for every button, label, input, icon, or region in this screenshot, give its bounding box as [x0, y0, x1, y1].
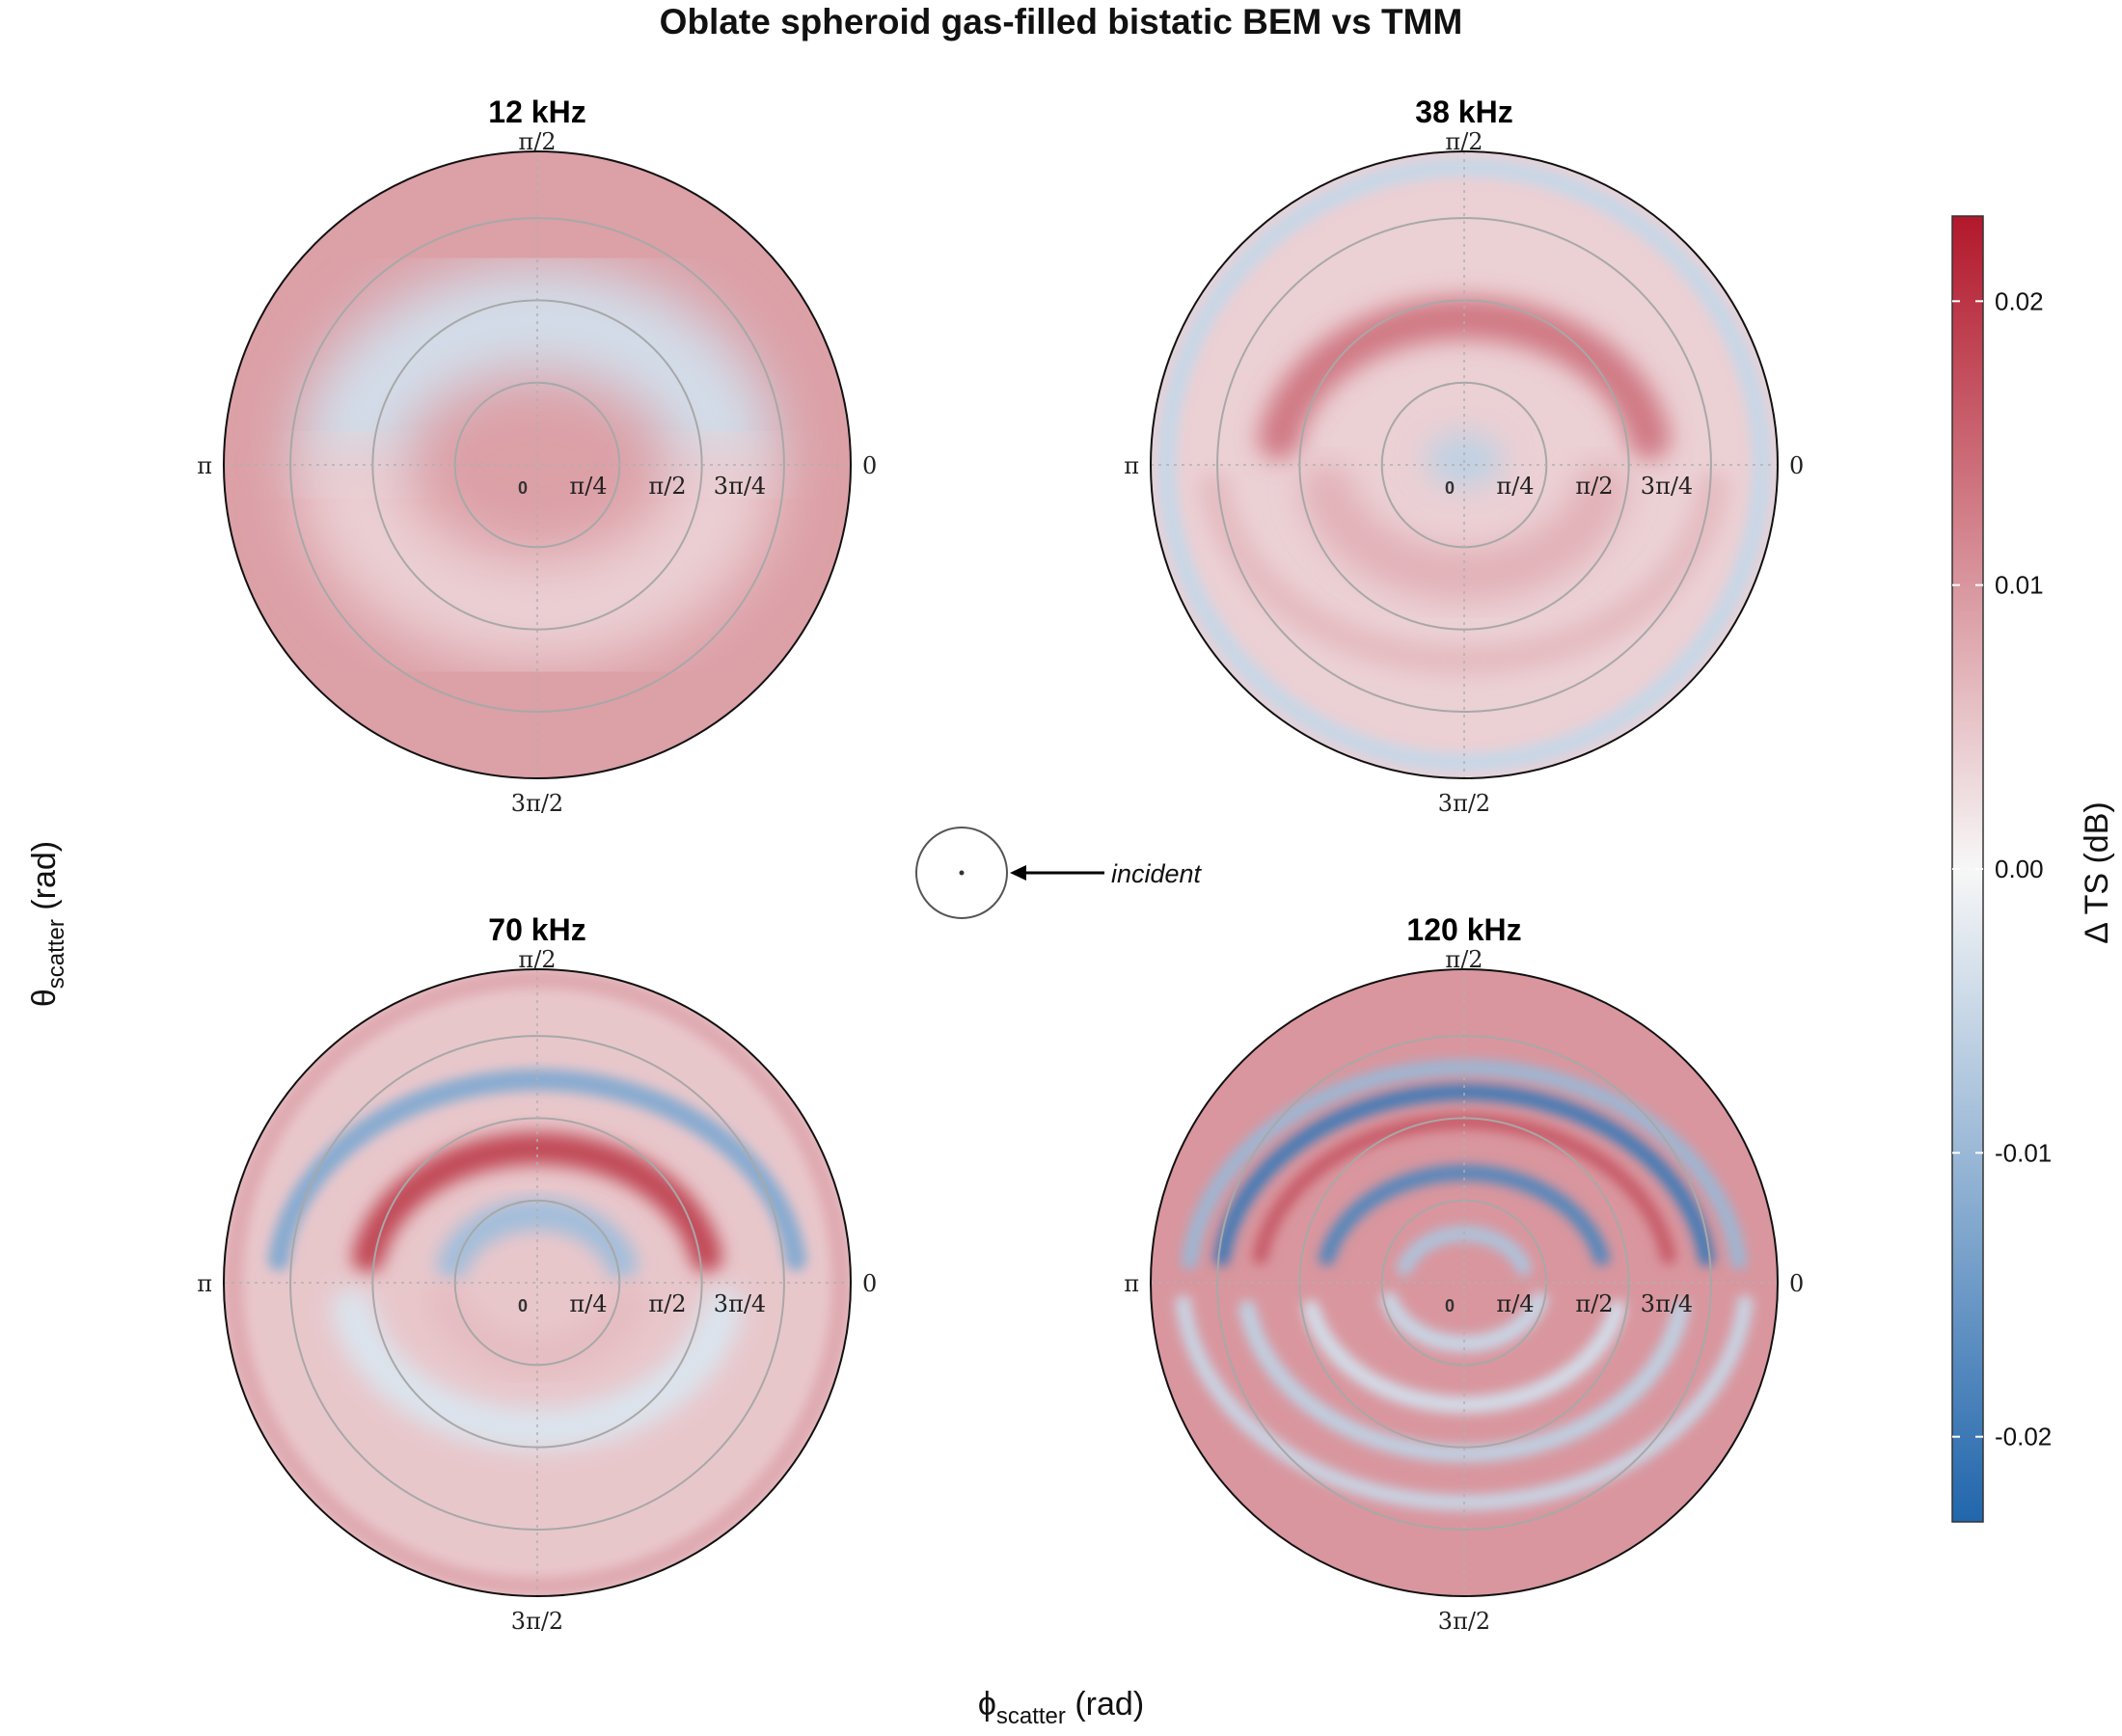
colorbar-tick-label: -0.01 — [1995, 1138, 2052, 1167]
polar-panel: 38 kHz 0 π/2 π 3π/2 0 π/4 π/2 3π/4 — [1124, 95, 1804, 817]
heatmap-band — [1199, 472, 1729, 677]
angular-tick-label: π/2 — [518, 946, 556, 973]
heatmap-band — [331, 1288, 744, 1451]
heatmap-band — [1302, 1299, 1626, 1414]
angular-tick-label: π — [197, 1270, 212, 1297]
heatmap-fill — [224, 151, 851, 778]
radial-gridline — [1216, 217, 1712, 713]
colorbar-tick-label: 0.00 — [1995, 854, 2044, 883]
angular-tick-label: 3π/2 — [1438, 790, 1490, 817]
x-axis-symbol: ϕ — [977, 1686, 996, 1722]
radial-gridline — [289, 217, 785, 713]
heatmap-band — [1238, 1299, 1690, 1463]
colorbar-tick-label: 0.01 — [1995, 571, 2044, 600]
polar-panel: 70 kHz 0 π/2 π 3π/2 0 π/4 π/2 3π/4 — [197, 912, 877, 1635]
angular-tick-label: 0 — [1789, 1270, 1804, 1297]
heatmap-band — [299, 438, 775, 665]
angular-tick-label: π/2 — [1445, 128, 1483, 155]
incident-indicator: incident — [915, 827, 1203, 919]
figure-title: Oblate spheroid gas-filled bistatic BEM … — [659, 2, 1463, 41]
radial-tick-label: 0 — [1445, 1296, 1455, 1316]
polar-panel: 12 kHz 0 π/2 π 3π/2 0 π/4 π/2 3π/4 — [197, 95, 877, 817]
panel-border — [223, 968, 852, 1597]
heatmap-base — [1151, 969, 1778, 1596]
heatmap-band — [1213, 1084, 1715, 1266]
panel-border — [1150, 150, 1779, 779]
radial-tick-label: π/2 — [648, 1290, 686, 1317]
radial-tick-label: π/4 — [1496, 473, 1534, 500]
colorbar-tick-label: 0.02 — [1995, 286, 2044, 315]
panel-title: 12 kHz — [488, 95, 585, 129]
angular-tick-label: π/2 — [1445, 946, 1483, 973]
angular-tick-label: 0 — [862, 1270, 877, 1297]
radial-tick-label: π/2 — [1575, 1290, 1613, 1317]
panel-title: 38 kHz — [1415, 95, 1512, 129]
radial-gridline — [289, 1035, 785, 1531]
radial-tick-label: 3π/4 — [714, 1290, 766, 1317]
radial-gridline — [1216, 1035, 1712, 1531]
radial-tick-label: 3π/4 — [1641, 473, 1693, 500]
polar-panel: 120 kHz 0 π/2 π 3π/2 0 π/4 π/2 3π/4 — [1124, 912, 1804, 1635]
radial-tick-label: π/4 — [569, 1290, 607, 1317]
angular-tick-label: π — [1124, 452, 1139, 479]
angular-tick-label: 0 — [862, 452, 877, 479]
radial-tick-label: π/2 — [648, 473, 686, 500]
radial-tick-label: 0 — [518, 478, 528, 498]
angular-tick-label: 0 — [1789, 452, 1804, 479]
panel-border — [223, 150, 852, 779]
radial-tick-label: 3π/4 — [1641, 1290, 1693, 1317]
incident-dot — [959, 870, 965, 876]
heatmap-base — [224, 151, 851, 778]
radial-tick-label: π/4 — [1496, 1290, 1534, 1317]
x-axis-title: ϕscatter (rad) — [0, 1686, 2122, 1730]
colorbar-tick-label: -0.02 — [1995, 1423, 2052, 1451]
incident-label: incident — [1111, 859, 1203, 888]
heatmap-band — [1380, 1291, 1548, 1353]
heatmap-band — [436, 1198, 639, 1281]
angular-tick-label: 3π/2 — [511, 1608, 563, 1635]
panels-layer: 12 kHz 0 π/2 π 3π/2 0 π/4 π/2 3π/4 38 kHz 0 π/2 π 3π/… — [197, 95, 1804, 1635]
heatmap-band — [299, 264, 775, 492]
panel-title: 70 kHz — [488, 912, 585, 947]
colorbar-title: Δ TS (dB) — [2079, 801, 2115, 943]
panel-title: 120 kHz — [1406, 912, 1521, 947]
angular-tick-label: 3π/2 — [1438, 1608, 1490, 1635]
x-axis-subscript: scatter — [995, 1703, 1066, 1729]
colorbar: 0.02 0.01 0.00 -0.01 -0.02 Δ TS (dB) — [1951, 215, 2115, 1523]
angular-tick-label: π/2 — [518, 128, 556, 155]
incident-circle — [915, 827, 1008, 919]
panel-border — [1150, 968, 1779, 1597]
radial-tick-label: π/2 — [1575, 473, 1613, 500]
angular-tick-label: 3π/2 — [511, 790, 563, 817]
radial-tick-label: 0 — [1445, 478, 1455, 498]
heatmap-band — [1182, 1059, 1747, 1270]
heatmap-band — [1252, 1113, 1676, 1264]
radial-tick-label: π/4 — [569, 473, 607, 500]
incident-arrow-head — [1010, 865, 1026, 881]
radial-tick-label: 0 — [518, 1296, 528, 1316]
heatmap-band — [1299, 463, 1629, 602]
angular-tick-label: π — [1124, 1270, 1139, 1297]
colorbar-ticks: 0.02 0.01 0.00 -0.01 -0.02 — [1952, 286, 2052, 1451]
radial-tick-label: 3π/4 — [714, 473, 766, 500]
x-axis-unit: (rad) — [1075, 1686, 1145, 1722]
heatmap-band — [1258, 296, 1671, 460]
angular-tick-label: π — [197, 452, 212, 479]
